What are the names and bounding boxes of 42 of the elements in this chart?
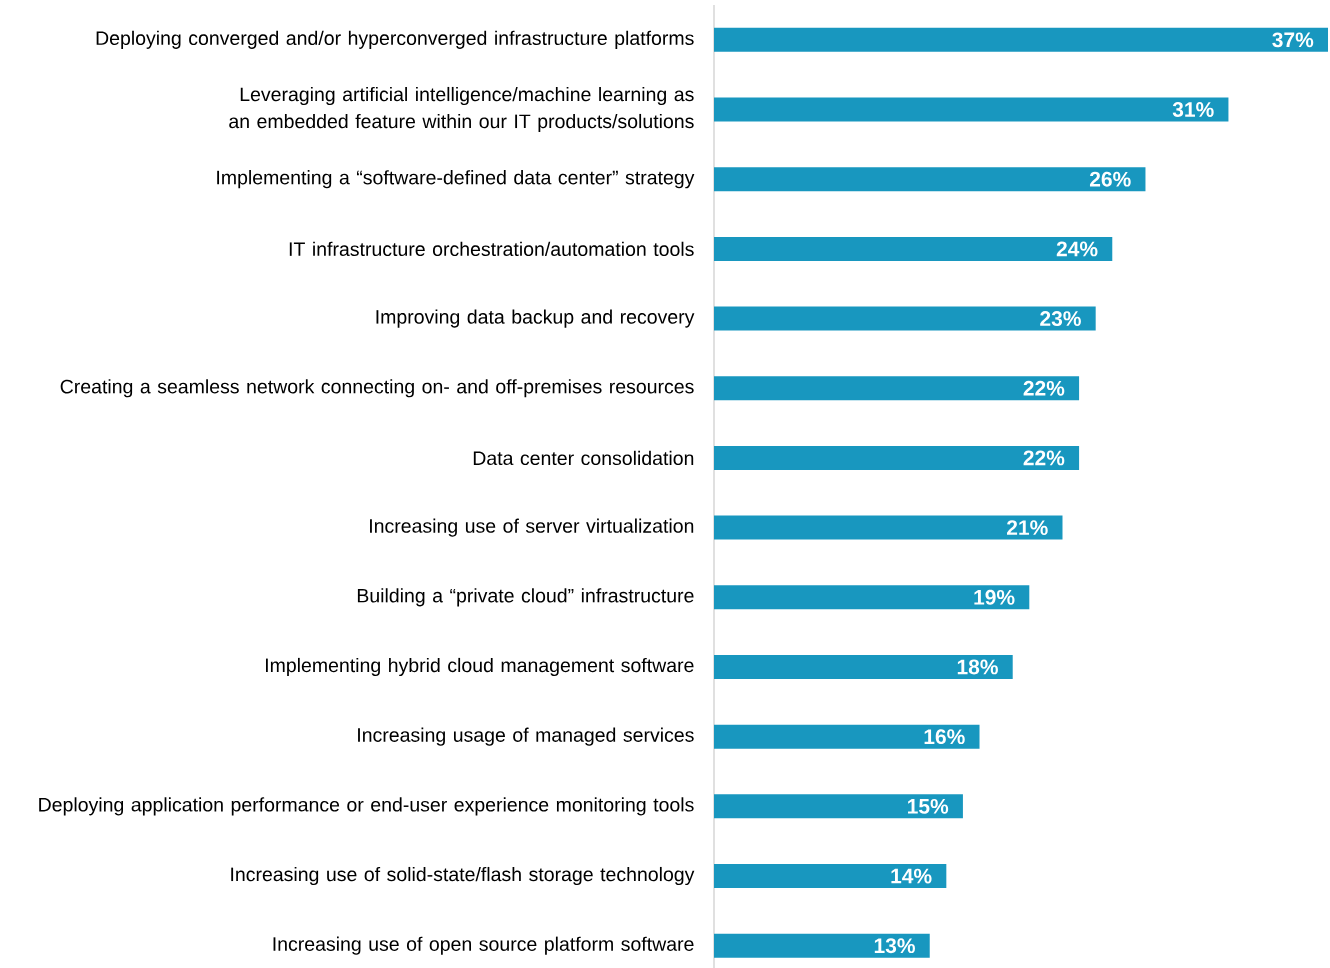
data-label: 37% — [1272, 32, 1314, 48]
bar — [714, 27, 1329, 52]
y-tick-label: Deploying application performance or end-user experience monitoring tools — [39, 797, 694, 816]
data-label: 15% — [908, 798, 949, 814]
data-label: 31% — [1172, 102, 1214, 117]
bar — [714, 97, 1229, 122]
y-tick-label: Data center consolidation — [473, 450, 694, 466]
data-label: 26% — [1089, 171, 1131, 187]
y-tick-label: Improving data backup and recovery — [376, 309, 695, 328]
data-label: 18% — [957, 659, 998, 675]
y-tick-label: Creating a seamless network connecting on- and off-premises resources — [60, 379, 694, 398]
bar — [714, 585, 1030, 610]
bar — [714, 445, 1080, 470]
y-tick-label: Deploying converged and/or hyperconverged infrastructure platforms — [96, 30, 694, 49]
bar — [714, 933, 930, 958]
y-tick-label: Increasing use of solid-state/flash storage technology — [231, 866, 695, 886]
y-tick-label: Increasing usage of managed services — [358, 727, 694, 746]
y-tick-label: Implementing hybrid cloud management software — [265, 657, 694, 677]
bar — [714, 864, 947, 889]
data-label: 19% — [974, 589, 1015, 605]
data-label: 22% — [1023, 380, 1065, 396]
data-label: 23% — [1040, 311, 1081, 327]
data-label: 13% — [874, 938, 915, 954]
y-tick-label: Increasing use of open source platform software — [273, 936, 694, 955]
bar — [714, 167, 1146, 192]
data-label: 14% — [891, 868, 932, 884]
data-label: 21% — [1006, 520, 1048, 536]
data-label: 22% — [1023, 450, 1065, 466]
bar — [714, 306, 1096, 331]
y-tick-label: IT infrastructure orchestration/automation tools — [289, 241, 694, 257]
y-tick-label: Leveraging artificial intelligence/machine learning as an embedded feature within our IT products/solutions — [229, 86, 694, 133]
y-tick-label: Implementing a “software-defined data center” strategy — [217, 170, 695, 189]
bar — [714, 236, 1113, 261]
y-tick-label: Increasing use of server virtualization — [370, 518, 694, 537]
data-label: 24% — [1056, 241, 1098, 257]
bar — [714, 654, 1013, 679]
bar — [714, 724, 980, 749]
bar — [714, 515, 1063, 540]
bar — [714, 376, 1080, 401]
data-label: 16% — [924, 729, 965, 745]
y-tick-label: Building a “private cloud” infrastructure — [357, 588, 694, 607]
bar — [714, 794, 963, 819]
